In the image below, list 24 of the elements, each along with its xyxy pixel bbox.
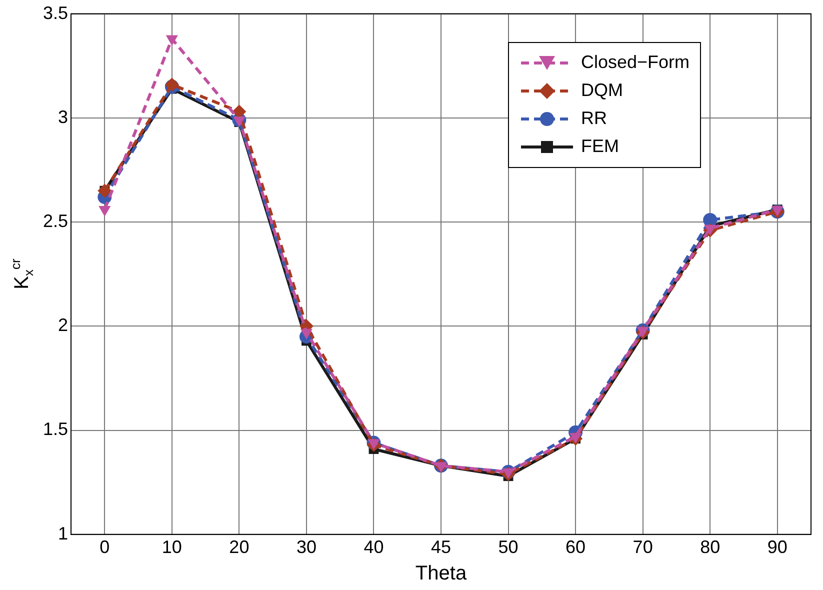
y-tick-label: 1.5 — [42, 419, 68, 440]
y-tick-label: 2.5 — [42, 211, 68, 232]
legend-label: FEM — [581, 136, 619, 158]
x-tick-label: 70 — [632, 537, 653, 558]
x-tick-label: 80 — [700, 537, 720, 558]
x-tick-label: 10 — [162, 537, 182, 558]
x-tick-label: 40 — [364, 537, 384, 558]
legend-label: RR — [581, 108, 607, 130]
y-tick-label: 3 — [58, 106, 68, 127]
x-tick-label: 20 — [229, 537, 250, 558]
y-tick-label: 3.5 — [42, 2, 68, 23]
x-tick-label: 50 — [498, 537, 518, 558]
y-tick-label: 2 — [58, 315, 68, 336]
x-tick-label: 30 — [296, 537, 316, 558]
x-axis-title: Theta — [415, 562, 468, 585]
x-tick-label: 0 — [100, 537, 110, 558]
legend-label: Closed−Form — [581, 52, 690, 74]
point — [166, 35, 178, 46]
y-tick-label: 1 — [58, 523, 68, 544]
point — [300, 328, 313, 340]
legend-label: DQM — [581, 80, 623, 102]
x-tick-label: 45 — [430, 537, 452, 558]
x-tick-label: 60 — [566, 537, 586, 558]
x-tick-label: 90 — [767, 537, 788, 558]
